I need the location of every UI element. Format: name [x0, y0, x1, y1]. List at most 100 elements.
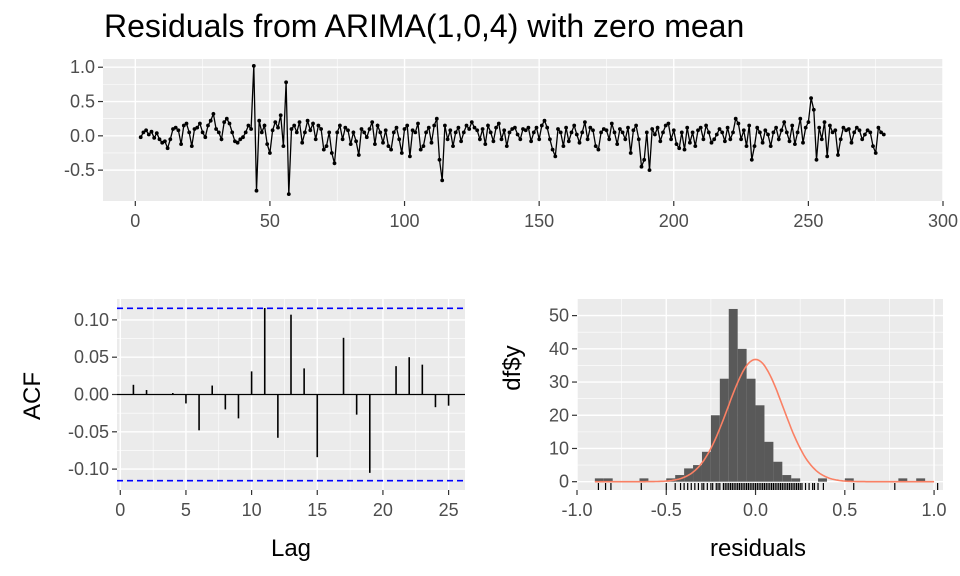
- x-tick-label: 100: [390, 211, 420, 231]
- residual-point: [631, 128, 636, 133]
- residual-point: [723, 139, 727, 144]
- residual-point: [488, 130, 493, 135]
- residual-point: [265, 142, 270, 147]
- residual-point: [451, 144, 455, 149]
- residual-point: [208, 118, 213, 123]
- residual-point: [736, 121, 741, 126]
- residual-point: [179, 142, 184, 147]
- residual-point: [200, 130, 205, 135]
- y-tick-label: 0.5: [70, 92, 95, 112]
- acf-y-ticks: -0.10 -0.05 0.00 0.05 0.10: [68, 310, 117, 479]
- residual-point: [790, 123, 795, 128]
- y-tick-label: -0.05: [68, 422, 109, 442]
- histogram-x-ticks: -1.0 -0.5 0.0 0.5 1.0: [561, 490, 947, 520]
- residual-point: [618, 127, 622, 131]
- residual-point: [644, 130, 649, 135]
- residual-point: [647, 168, 652, 173]
- residual-point: [529, 139, 533, 144]
- histogram-bar: [782, 475, 792, 482]
- residual-point: [628, 151, 633, 155]
- residual-point: [663, 123, 668, 128]
- residual-point: [873, 151, 878, 155]
- acf-bars: [132, 307, 450, 473]
- residual-point: [854, 125, 859, 130]
- residual-point: [779, 128, 784, 133]
- residual-point: [650, 127, 655, 131]
- residual-point: [709, 140, 714, 145]
- histogram-bar: [764, 441, 774, 482]
- residual-point: [238, 137, 243, 142]
- residual-point: [354, 139, 358, 144]
- y-tick-label: 40: [549, 339, 569, 359]
- residual-point: [459, 139, 463, 144]
- histogram-bar: [916, 478, 926, 482]
- residual-point: [480, 127, 485, 131]
- residual-point: [348, 142, 353, 147]
- histogram-x-axis-label: residuals: [710, 535, 806, 562]
- y-tick-label: -0.10: [68, 459, 109, 479]
- residual-point: [593, 144, 598, 149]
- residual-point: [472, 125, 477, 130]
- residual-point: [475, 128, 480, 133]
- residual-point: [243, 130, 248, 135]
- residual-point: [268, 151, 272, 155]
- residual-point: [311, 121, 315, 126]
- residual-point: [776, 137, 781, 142]
- acf-x-ticks: 0 5 10 15 20 25: [115, 490, 459, 520]
- residual-point: [679, 130, 684, 135]
- residual-point: [539, 123, 544, 128]
- residual-point: [246, 123, 251, 128]
- residual-point: [513, 125, 517, 130]
- residual-series-plot: -0.5 0.0 0.5 1.0 0 50 100 150 200 250 300: [64, 57, 958, 231]
- residual-point: [868, 130, 873, 135]
- residual-point: [809, 96, 813, 100]
- x-tick-label: 1.0: [922, 500, 947, 520]
- residual-point: [548, 137, 552, 142]
- residual-point: [408, 154, 412, 159]
- residual-point: [144, 128, 149, 133]
- residual-point: [760, 140, 765, 145]
- residual-point: [413, 130, 418, 135]
- residual-point: [146, 132, 151, 137]
- y-tick-label: -0.5: [64, 160, 95, 180]
- residual-point: [714, 132, 719, 137]
- residual-point: [327, 130, 332, 135]
- residual-point: [545, 125, 550, 130]
- residual-point: [860, 137, 865, 142]
- residual-point: [642, 157, 647, 162]
- residual-point: [583, 120, 587, 124]
- residual-point: [515, 132, 520, 137]
- residual-point: [356, 153, 361, 157]
- residual-point: [216, 130, 221, 135]
- x-tick-label: -1.0: [561, 500, 592, 520]
- histogram-bar: [693, 465, 702, 482]
- residual-point: [241, 135, 245, 140]
- residual-point: [558, 130, 563, 135]
- residual-point: [537, 137, 542, 142]
- residual-point: [612, 130, 617, 135]
- residual-point: [453, 130, 458, 135]
- residual-point: [758, 130, 762, 135]
- residual-point: [523, 128, 528, 133]
- normal-density-curve: [594, 358, 935, 483]
- residual-point: [636, 137, 641, 142]
- residual-point: [257, 118, 262, 123]
- histogram-bar: [710, 415, 720, 482]
- residual-point: [359, 127, 364, 131]
- residual-point: [362, 130, 367, 135]
- residual-point: [671, 128, 676, 133]
- residual-point: [833, 128, 838, 133]
- residual-point: [828, 123, 832, 128]
- residual-point: [774, 125, 778, 130]
- residual-point: [838, 137, 843, 142]
- residual-point: [437, 157, 442, 162]
- residual-point: [661, 130, 665, 135]
- residual-point: [405, 123, 410, 128]
- residual-point: [881, 132, 886, 137]
- residual-point: [343, 125, 348, 130]
- residual-point: [189, 144, 194, 149]
- residual-point: [397, 137, 402, 142]
- residual-point: [276, 125, 280, 130]
- residual-rug: [597, 483, 939, 490]
- residual-point: [432, 123, 437, 128]
